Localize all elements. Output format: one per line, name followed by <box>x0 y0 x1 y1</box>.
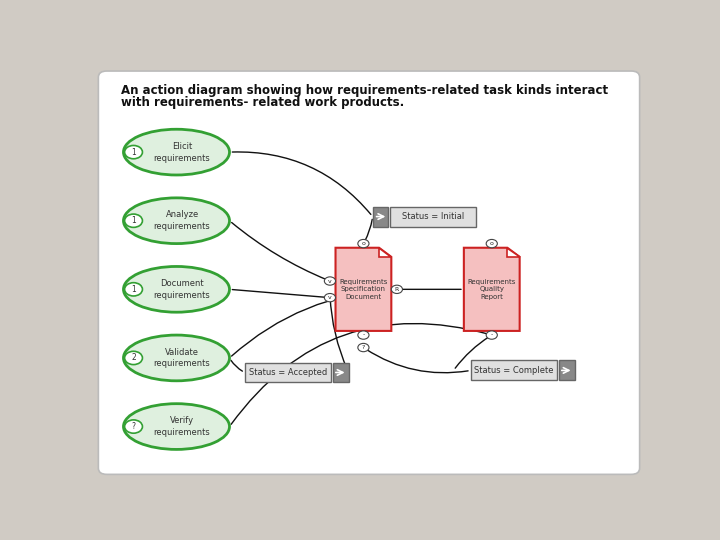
Text: Analyze
requirements: Analyze requirements <box>153 210 210 231</box>
Text: Document
requirements: Document requirements <box>153 279 210 300</box>
Circle shape <box>486 239 498 248</box>
Circle shape <box>358 343 369 352</box>
Text: o: o <box>490 241 494 246</box>
Circle shape <box>125 214 143 227</box>
Text: v: v <box>328 279 332 284</box>
Text: with requirements- related work products.: with requirements- related work products… <box>121 96 404 109</box>
Text: Status = Complete: Status = Complete <box>474 366 554 375</box>
Text: R: R <box>395 287 399 292</box>
Text: ?: ? <box>132 422 135 431</box>
Circle shape <box>125 145 143 159</box>
Text: v: v <box>328 295 332 300</box>
Ellipse shape <box>124 266 230 312</box>
Text: o: o <box>361 241 365 246</box>
Polygon shape <box>508 248 520 257</box>
Text: Status = Initial: Status = Initial <box>402 212 464 221</box>
FancyBboxPatch shape <box>245 362 331 382</box>
Circle shape <box>324 277 336 285</box>
FancyBboxPatch shape <box>373 207 388 227</box>
Text: Status = Accepted: Status = Accepted <box>249 368 327 377</box>
Polygon shape <box>464 248 520 331</box>
Text: 1: 1 <box>131 285 136 294</box>
Circle shape <box>125 352 143 365</box>
FancyBboxPatch shape <box>390 207 477 227</box>
Circle shape <box>125 282 143 296</box>
Ellipse shape <box>124 198 230 244</box>
Polygon shape <box>379 248 392 257</box>
Circle shape <box>358 331 369 339</box>
Ellipse shape <box>124 335 230 381</box>
Circle shape <box>125 420 143 433</box>
Text: An action diagram showing how requirements-related task kinds interact: An action diagram showing how requiremen… <box>121 84 608 97</box>
Circle shape <box>392 285 402 293</box>
FancyBboxPatch shape <box>333 362 348 382</box>
Text: -: - <box>490 333 493 338</box>
FancyBboxPatch shape <box>471 360 557 380</box>
FancyBboxPatch shape <box>559 360 575 380</box>
Circle shape <box>358 239 369 248</box>
Circle shape <box>324 294 336 302</box>
Text: 1: 1 <box>131 216 136 225</box>
Text: Requirements
Quality
Report: Requirements Quality Report <box>467 279 516 300</box>
Text: 2: 2 <box>131 354 136 362</box>
Text: 1: 1 <box>131 147 136 157</box>
Circle shape <box>486 331 498 339</box>
Text: Requirements
Specification
Document: Requirements Specification Document <box>339 279 387 300</box>
Ellipse shape <box>124 404 230 449</box>
Ellipse shape <box>124 129 230 175</box>
Text: Validate
requirements: Validate requirements <box>153 348 210 368</box>
Text: Verify
requirements: Verify requirements <box>153 416 210 437</box>
Text: -: - <box>362 333 364 338</box>
Polygon shape <box>336 248 392 331</box>
Text: Elicit
requirements: Elicit requirements <box>153 141 210 163</box>
Text: ?: ? <box>361 345 365 350</box>
